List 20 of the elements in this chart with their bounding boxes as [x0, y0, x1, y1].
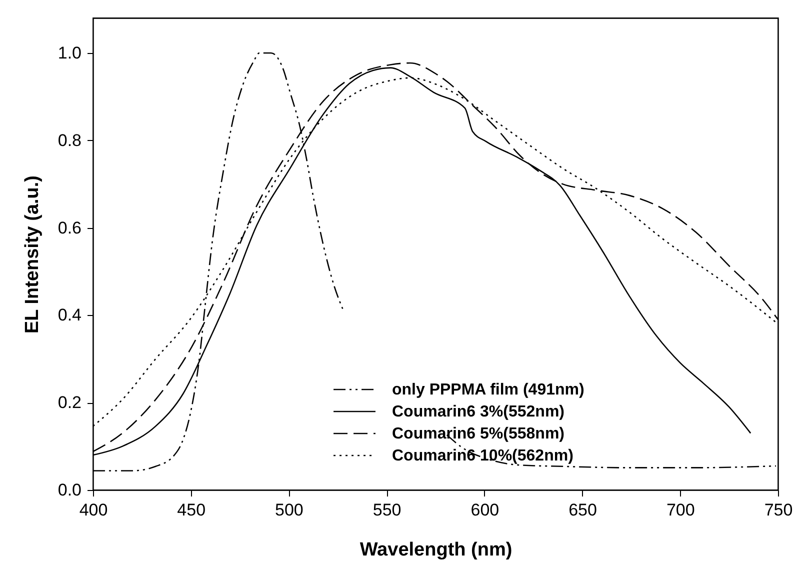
- y-tick-label: 0.2: [58, 393, 82, 412]
- x-tick-label: 600: [470, 500, 500, 520]
- y-tick-label: 0.0: [58, 480, 82, 500]
- y-tick-label: 0.6: [58, 218, 82, 238]
- legend-label: Coumarin6 10%(562nm): [392, 448, 574, 464]
- y-axis-title: EL Intensity (a.u.): [22, 175, 43, 334]
- x-tick-label: 500: [275, 500, 304, 520]
- y-tick-label: 0.8: [58, 130, 82, 150]
- legend-label: only PPPMA film (491nm): [392, 382, 584, 398]
- x-tick-label: 750: [764, 500, 793, 520]
- y-tick-label: 0.4: [58, 306, 82, 325]
- x-tick-label: 400: [79, 500, 108, 520]
- legend-label: Coumarin6 5%(558nm): [392, 426, 564, 442]
- x-tick-label: 650: [568, 500, 597, 520]
- y-tick-label: 1.0: [58, 43, 82, 62]
- legend-label: Coumarin6 3%(552nm): [392, 404, 564, 420]
- x-tick-label: 700: [666, 500, 695, 520]
- x-tick-label: 550: [372, 500, 402, 520]
- x-tick-label: 450: [177, 500, 206, 520]
- x-axis-title: Wavelength (nm): [360, 540, 512, 560]
